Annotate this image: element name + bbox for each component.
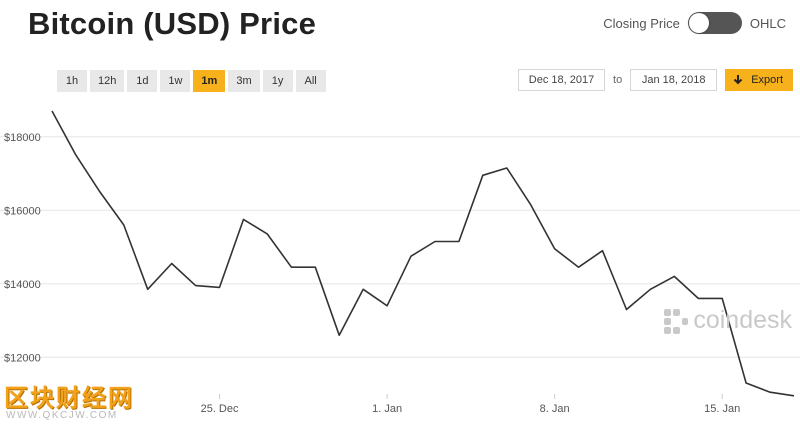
site-logo-name: 区块财经网 — [4, 384, 134, 412]
date-range-controls: to Export — [518, 69, 793, 91]
coindesk-watermark: coindesk — [663, 306, 792, 335]
switch-knob — [688, 13, 709, 33]
x-tick-label: 1. Jan — [372, 403, 402, 415]
range-button-1y[interactable]: 1y — [262, 70, 293, 92]
range-button-1h[interactable]: 1h — [57, 70, 87, 92]
price-mode-toggle: Closing Price OHLC — [603, 12, 786, 34]
range-button-3m[interactable]: 3m — [228, 70, 260, 92]
closing-price-label: Closing Price — [603, 15, 680, 31]
coindesk-watermark-text: coindesk — [693, 306, 792, 334]
date-range-separator: to — [613, 74, 623, 86]
range-button-all[interactable]: All — [295, 70, 326, 92]
download-arrow-icon — [733, 74, 743, 84]
page-title: Bitcoin (USD) Price — [28, 6, 317, 41]
export-button[interactable]: Export — [725, 69, 793, 91]
y-tick-label: $18000 — [4, 132, 41, 144]
site-logo-url: WWW.QKCJW.COM — [6, 410, 118, 421]
site-logo: 区块财经网 WWW.QKCJW.COM — [4, 384, 154, 428]
end-date-input[interactable] — [630, 69, 718, 91]
start-date-input[interactable] — [518, 69, 606, 91]
range-button-1d[interactable]: 1d — [127, 70, 158, 92]
x-tick-label: 15. Jan — [704, 403, 740, 415]
y-tick-label: $12000 — [4, 352, 41, 364]
x-tick-label: 8. Jan — [540, 403, 570, 415]
range-button-1w[interactable]: 1w — [160, 70, 191, 92]
chart-gridlines — [0, 136, 800, 358]
coindesk-logo-icon — [664, 308, 689, 334]
range-button-1m[interactable]: 1m — [193, 70, 226, 92]
range-button-12h[interactable]: 12h — [90, 70, 125, 92]
export-label: Export — [751, 74, 783, 86]
ohlc-label: OHLC — [749, 15, 786, 31]
y-axis: $12000 $14000 $16000 $18000 — [4, 132, 41, 365]
closing-ohlc-switch[interactable] — [687, 12, 742, 34]
x-axis: 25. Dec 1. Jan 8. Jan 15. Jan — [201, 394, 740, 415]
x-tick-label: 25. Dec — [201, 403, 239, 415]
y-tick-label: $16000 — [4, 205, 41, 217]
range-button-group: 1h 12h 1d 1w 1m 3m 1y All — [57, 70, 326, 92]
price-series-line — [51, 110, 795, 397]
y-tick-label: $14000 — [4, 279, 41, 291]
